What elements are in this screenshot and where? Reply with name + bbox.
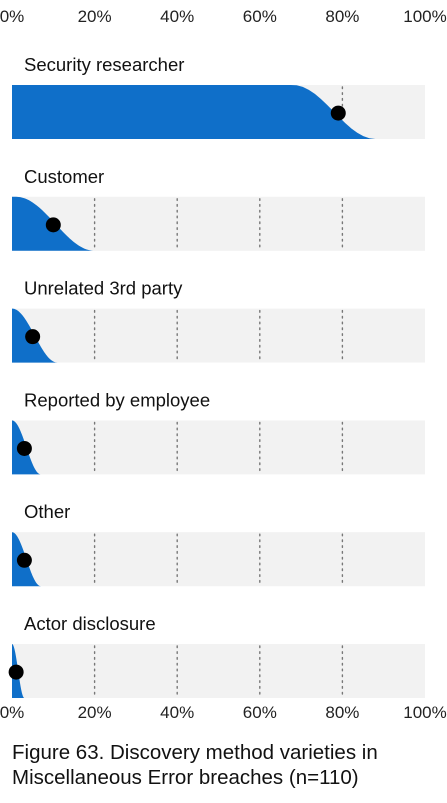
x-tick-label-bottom: 40% <box>160 703 194 722</box>
x-tick-label-bottom: 0% <box>0 703 24 722</box>
point-estimate <box>25 329 41 345</box>
category-label: Reported by employee <box>24 389 210 410</box>
row-band <box>12 532 425 587</box>
x-tick-label-top: 20% <box>78 7 112 26</box>
x-tick-label-top: 80% <box>325 7 359 26</box>
row-band <box>12 196 425 251</box>
category-label: Other <box>24 501 70 522</box>
x-tick-label-top: 0% <box>0 7 24 26</box>
x-tick-label-top: 60% <box>243 7 277 26</box>
x-tick-label-bottom: 60% <box>243 703 277 722</box>
category-label: Actor disclosure <box>24 613 156 634</box>
distribution-area <box>12 85 376 139</box>
x-tick-label-top: 40% <box>160 7 194 26</box>
point-estimate <box>16 552 32 568</box>
discovery-method-chart: 0% 0% 20% 20% 40% 40% 60% 60% 80% 80% 100% 100% Secu… <box>0 7 447 722</box>
point-estimate <box>45 217 61 233</box>
point-estimate <box>8 664 24 680</box>
category-label: Customer <box>24 166 104 187</box>
row-band <box>12 644 425 698</box>
x-tick-label-bottom: 80% <box>325 703 359 722</box>
category-label: Security researcher <box>24 54 184 75</box>
figure-caption: Figure 63. Discovery method varieties in… <box>12 741 378 789</box>
category-label: Unrelated 3rd party <box>24 278 183 299</box>
x-tick-label-bottom: 100% <box>403 703 446 722</box>
row-band <box>12 308 425 363</box>
x-tick-label-top: 100% <box>403 7 446 26</box>
row-band <box>12 420 425 475</box>
point-estimate <box>16 440 32 456</box>
point-estimate <box>330 105 346 121</box>
x-tick-label-bottom: 20% <box>78 703 112 722</box>
